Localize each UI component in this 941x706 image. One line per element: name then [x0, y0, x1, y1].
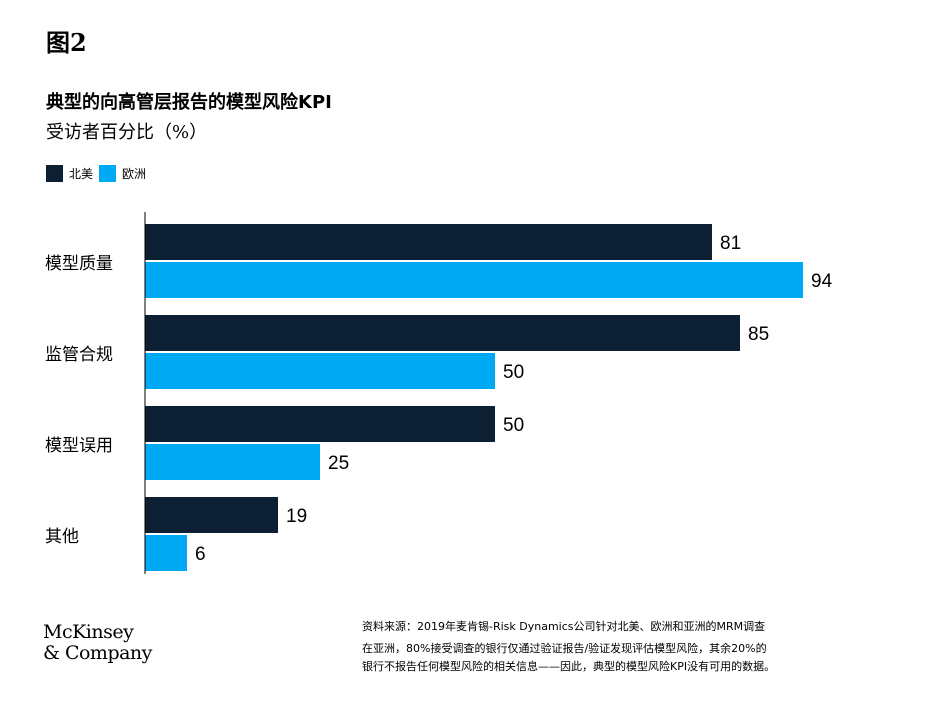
mckinsey-logo: McKinsey & Company [43, 622, 152, 664]
data-label-europe: 6 [195, 544, 206, 565]
logo-line-1: McKinsey [43, 621, 134, 643]
data-label-europe: 94 [811, 271, 833, 292]
data-label-north-america: 19 [286, 506, 307, 527]
data-label-europe: 50 [503, 362, 524, 383]
data-label-europe: 25 [328, 453, 349, 474]
data-label-north-america: 50 [503, 415, 524, 436]
chart-title: 典型的向高管层报告的模型风险KPI [46, 92, 332, 113]
footnote-line-2: 银行不报告任何模型风险的相关信息——因此，典型的模型风险KPI没有可用的数据。 [362, 660, 776, 673]
data-label-north-america: 81 [720, 233, 741, 254]
chart-subtitle: 受访者百分比（%） [46, 122, 208, 143]
bar-europe [145, 353, 495, 389]
bar-europe [145, 444, 320, 480]
legend-swatch-north-america [46, 165, 63, 182]
figure-label: 图2 [46, 28, 87, 57]
bar-north-america [145, 315, 740, 351]
legend-item-north-america: 北美 [46, 165, 93, 182]
category-label: 模型质量 [45, 254, 113, 274]
category-label: 模型误用 [45, 436, 113, 456]
logo-line-2: & Company [43, 642, 152, 664]
legend-swatch-europe [99, 165, 117, 182]
legend-item-europe: 欧洲 [99, 165, 146, 182]
legend-label-north-america: 北美 [69, 166, 94, 181]
footnote-line-1: 在亚洲，80%接受调查的银行仅通过验证报告/验证发现评估模型风险，其余20%的 [362, 642, 767, 655]
category-label: 其他 [45, 527, 79, 547]
bar-europe [145, 262, 803, 298]
bar-north-america [145, 406, 495, 442]
bar-north-america [145, 224, 712, 260]
bar-europe [145, 535, 187, 571]
source-line: 资料来源：2019年麦肯锡-Risk Dynamics公司针对北美、欧洲和亚洲的… [362, 620, 766, 633]
bar-north-america [145, 497, 278, 533]
chart-legend: 北美 欧洲 [46, 165, 152, 182]
legend-label-europe: 欧洲 [122, 166, 147, 181]
source-note: 资料来源：2019年麦肯锡-Risk Dynamics公司针对北美、欧洲和亚洲的… [362, 618, 922, 676]
data-label-north-america: 85 [748, 324, 769, 345]
category-label: 监管合规 [45, 345, 113, 365]
